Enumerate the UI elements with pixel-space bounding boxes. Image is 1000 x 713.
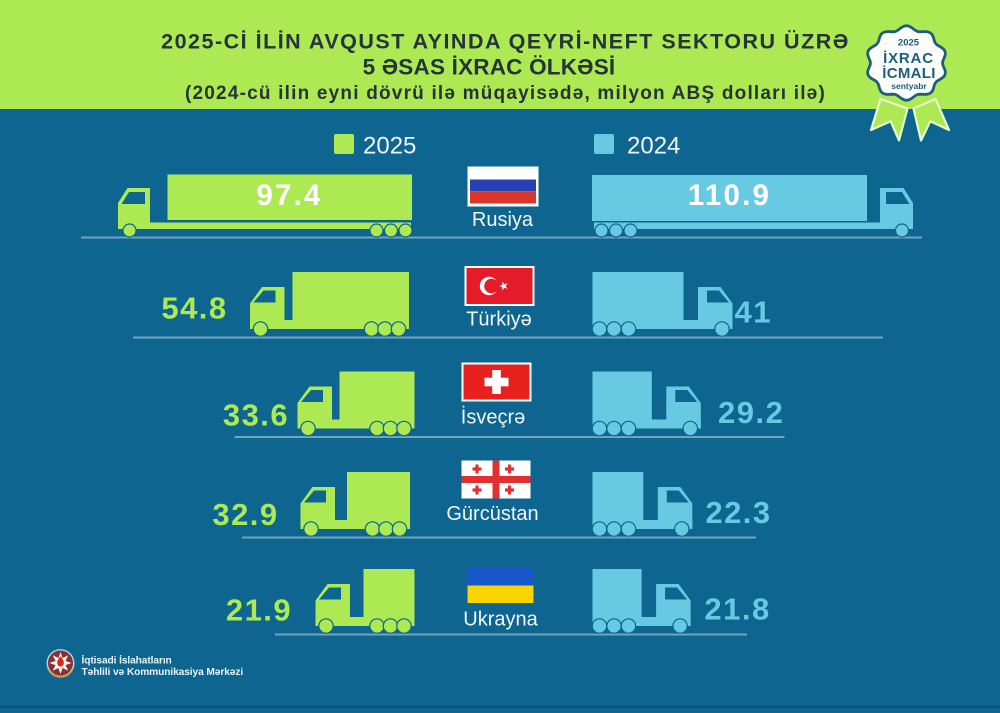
svg-text:110.9: 110.9 [688, 179, 771, 212]
svg-text:Təhlili və Kommunikasiya Mərkə: Təhlili və Kommunikasiya Mərkəzi [82, 667, 244, 678]
svg-text:2024: 2024 [627, 133, 680, 160]
svg-text:32.9: 32.9 [212, 497, 278, 532]
svg-text:(2024-cü ilin eyni dövrü ilə m: (2024-cü ilin eyni dövrü ilə müqayisədə,… [185, 83, 826, 104]
svg-text:2025: 2025 [898, 38, 920, 49]
svg-text:Türkiyə: Türkiyə [466, 309, 532, 331]
svg-text:Gürcüstan: Gürcüstan [446, 503, 538, 525]
svg-text:Rusiya: Rusiya [472, 209, 534, 231]
svg-text:sentyabr: sentyabr [891, 81, 927, 91]
svg-text:İCMALI: İCMALI [882, 65, 935, 82]
svg-text:97.4: 97.4 [256, 179, 322, 212]
svg-text:2025: 2025 [363, 133, 416, 160]
svg-text:41: 41 [734, 295, 771, 330]
svg-text:33.6: 33.6 [223, 398, 289, 433]
svg-text:İXRAC: İXRAC [883, 50, 934, 67]
svg-text:22.3: 22.3 [705, 495, 771, 530]
svg-text:İqtisadi İslahatların: İqtisadi İslahatların [82, 654, 172, 667]
svg-text:İsveçrə: İsveçrə [461, 406, 525, 429]
svg-text:21.8: 21.8 [704, 592, 770, 627]
svg-text:Ukrayna: Ukrayna [463, 609, 538, 631]
svg-text:54.8: 54.8 [161, 291, 227, 326]
svg-text:5 ƏSAS İXRAC ÖLKƏSİ: 5 ƏSAS İXRAC ÖLKƏSİ [363, 55, 616, 80]
svg-text:21.9: 21.9 [226, 593, 292, 628]
svg-text:29.2: 29.2 [718, 395, 784, 430]
svg-text:2025-Cİ İLİN AVQUST AYINDA QEY: 2025-Cİ İLİN AVQUST AYINDA QEYRİ-NEFT SE… [161, 29, 850, 54]
